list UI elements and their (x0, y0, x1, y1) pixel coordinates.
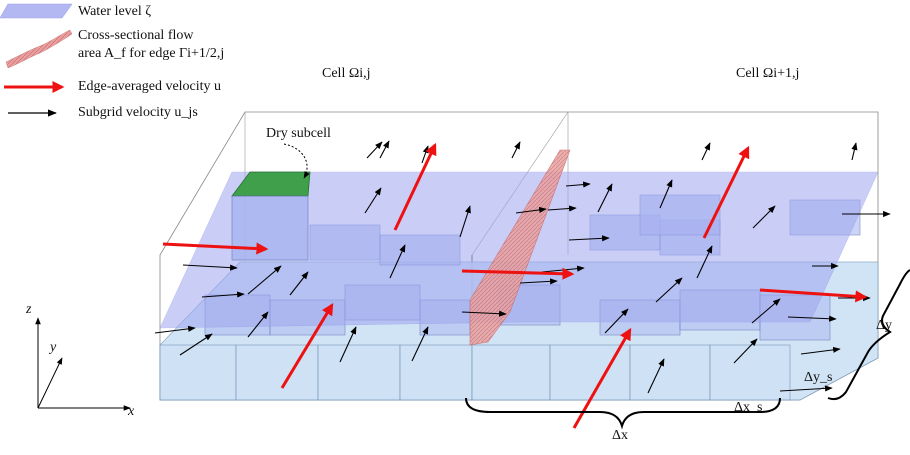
subgrid-velocity-arrow (696, 245, 713, 279)
subgrid-velocity-arrow (182, 264, 238, 271)
subcell-block (709, 344, 791, 401)
subgrid-velocity-arrow (647, 358, 665, 394)
edge-velocity-arrow (461, 267, 575, 280)
cell-grid (154, 111, 891, 429)
delta-xs-label: Δx_s (734, 400, 763, 415)
dimension-braces (465, 269, 910, 430)
subgrid-velocity-arrow (604, 308, 629, 334)
subgrid-velocity-arrow (800, 346, 841, 355)
subcell-block (235, 344, 319, 401)
edge-velocity-arrow (393, 142, 437, 231)
subgrid-velocity-arrow (547, 205, 577, 212)
subgrid-velocity-arrow (379, 140, 390, 159)
edge-velocity-arrow (162, 242, 269, 255)
subgrid-velocity-arrow (851, 142, 858, 161)
subcell-block (471, 344, 551, 401)
subgrid-velocity-arrow (389, 244, 406, 279)
subgrid-velocity-arrow (366, 141, 383, 159)
delta-ys-label: Δy_s (804, 370, 833, 385)
edge-velocity-arrow (759, 288, 868, 303)
subgrid-velocity-arrow (411, 326, 429, 362)
cross-section-swatch (5, 29, 73, 69)
subgrid-velocity-arrow (779, 385, 833, 392)
delta-y-brace (827, 269, 910, 401)
subgrid-velocity-arrow (247, 265, 282, 295)
subgrid-velocity-arrow (364, 187, 382, 214)
subgrid-velocity-arrow (515, 206, 547, 214)
legend-cross-section-line1: Cross-sectional flow (78, 28, 194, 43)
subgrid-velocity-arrow (655, 277, 683, 303)
edge-velocity-arrow (702, 145, 750, 239)
axis-x-label: x (128, 404, 135, 419)
subgrid-velocity-arrow (339, 326, 357, 363)
subcell-block (629, 344, 711, 401)
delta-x-brace (465, 397, 781, 430)
legend-water-level: Water level ζ (78, 4, 152, 19)
subgrid-velocity-arrow (201, 291, 245, 298)
y-axis (37, 357, 63, 409)
subcell-block (159, 344, 237, 401)
dry-subcell-label: Dry subcell (266, 126, 331, 141)
subgrid-velocity-arrow (459, 205, 471, 238)
axis-z-label: z (26, 302, 32, 317)
subcell-block (399, 344, 473, 401)
subgrid-velocity-arrow (247, 311, 269, 338)
subgrid-velocity-arrow (787, 315, 837, 322)
subgrid-velocity-arrow (568, 235, 610, 242)
subgrid-velocity-arrow (659, 179, 673, 209)
subcell-block (317, 344, 401, 401)
subgrid-velocity-arrow (179, 333, 213, 356)
subgrid-velocity-arrow (733, 338, 758, 364)
axis-y-label: y (50, 340, 57, 355)
delta-y-label: Δy (876, 318, 893, 333)
legend-edge-velocity: Edge-averaged velocity u (78, 79, 222, 94)
subgrid-velocity-arrow (511, 141, 521, 159)
cross-section-area (469, 149, 571, 346)
legend-subgrid-velocity: Subgrid velocity u_js (78, 105, 198, 120)
cell-left-label: Cell Ωi,j (322, 66, 371, 81)
subgrid-velocity-arrow (154, 325, 196, 334)
subgrid-velocity-arrow (565, 181, 591, 188)
subgrid-velocity-arrow (519, 278, 558, 285)
legend-cross-section-line2: area A_f for edge Γi+1/2,j (78, 46, 225, 61)
edge-velocity-arrow (280, 302, 334, 389)
dry-subcell-body (231, 195, 309, 261)
dry-subcell-pointer (283, 143, 310, 179)
subgrid-velocity-arrow (289, 271, 309, 296)
subgrid-velocity-arrow (461, 310, 507, 317)
subgrid-velocity-arrow (751, 298, 781, 324)
axes-triad (35, 317, 131, 411)
water-level-swatch (0, 3, 73, 19)
legend (0, 3, 73, 117)
subgrid-velocity-arrow (701, 142, 711, 161)
cell-right-label: Cell Ωi+1,j (736, 66, 800, 81)
delta-x-label: Δx (612, 428, 629, 443)
subgrid-velocity-arrow (752, 205, 776, 229)
subgrid-velocity-arrow (597, 183, 613, 213)
